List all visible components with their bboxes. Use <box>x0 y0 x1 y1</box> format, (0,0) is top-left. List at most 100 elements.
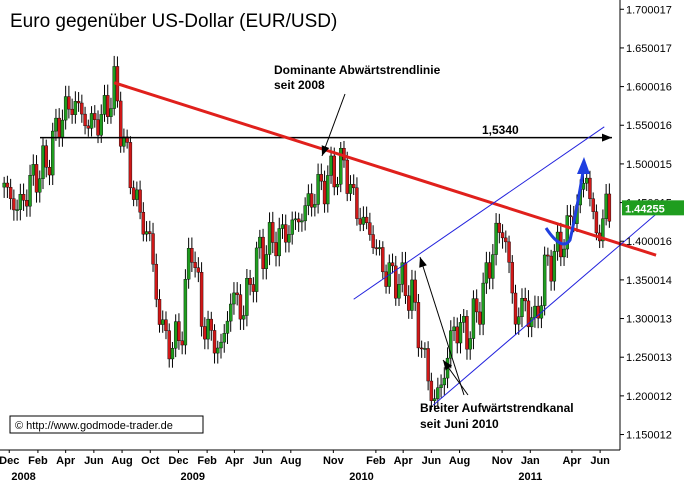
x-tick-label-11: Nov <box>323 455 345 467</box>
candle-body <box>31 164 35 176</box>
candle-body <box>591 198 595 212</box>
annotation-channel-line1: Breiter Aufwärtstrendkanal <box>420 401 574 415</box>
candle-body <box>585 177 589 184</box>
candle-body <box>322 180 327 205</box>
candle-body <box>222 333 226 343</box>
candle-body <box>261 236 265 269</box>
candle-body <box>377 247 382 250</box>
candle-body <box>481 282 485 325</box>
candle-body <box>400 262 404 285</box>
candle-body <box>284 224 288 243</box>
x-tick-label-14: Jun <box>422 455 442 467</box>
candle-body <box>478 311 482 325</box>
projection-curve <box>544 171 585 246</box>
candle-body <box>128 142 133 189</box>
candle-body <box>504 237 508 243</box>
candle-body <box>300 220 304 223</box>
candle-body <box>439 384 443 388</box>
candle-body <box>28 175 32 207</box>
candle-body <box>89 113 94 129</box>
candle-body <box>384 271 388 287</box>
candle-body <box>141 211 146 235</box>
candle-body <box>21 194 26 201</box>
candle-body <box>131 187 136 200</box>
candle-body <box>287 234 291 243</box>
candle-body <box>355 187 359 219</box>
candle-body <box>63 96 68 121</box>
y-tick-label-0: 1.700017 <box>626 4 672 16</box>
y-tick-label-6: 1.400016 <box>626 236 672 248</box>
candle-body <box>468 338 472 350</box>
candle-body <box>390 262 395 267</box>
candle-body <box>316 174 320 205</box>
x-tick-label-7: Feb <box>197 455 217 467</box>
candle-body <box>601 218 605 242</box>
candle-body <box>549 255 553 282</box>
candle-body <box>588 177 592 199</box>
last-price-box <box>622 200 684 216</box>
x-year-label-0: 2008 <box>11 471 35 483</box>
x-tick-label-0: Dec <box>0 455 19 467</box>
candle-body <box>442 377 447 386</box>
candle-body <box>274 242 278 257</box>
candle-body <box>500 232 505 239</box>
candle-body <box>203 326 207 340</box>
candle-body <box>144 231 149 235</box>
x-tick-label-17: Jan <box>521 455 540 467</box>
candle-body <box>455 326 459 344</box>
downtrend-line <box>113 81 657 257</box>
annotation-channel-line2: seit Juni 2010 <box>420 417 499 431</box>
candle-body <box>517 316 521 325</box>
candle-body <box>507 241 511 263</box>
candle-body <box>25 200 29 207</box>
candle-body <box>44 145 48 168</box>
chart-overlays <box>40 81 657 406</box>
candle-body <box>487 262 492 279</box>
annotation-downtrend: Dominante Abwärtstrendlinie seit 2008 <box>274 63 441 92</box>
projection-arrowhead <box>577 157 590 174</box>
candle-body <box>293 218 298 221</box>
candle-body <box>319 174 324 182</box>
candle-body <box>93 113 97 120</box>
candle-body <box>51 130 55 176</box>
candle-body <box>491 254 495 279</box>
candle-body <box>60 119 65 138</box>
channel-upper-line <box>353 126 605 300</box>
candle-body <box>526 300 531 328</box>
candle-body <box>335 184 340 188</box>
candle-body <box>452 326 456 331</box>
x-tick-label-18: Apr <box>562 455 582 467</box>
candle-body <box>206 318 210 340</box>
candle-body <box>471 298 476 339</box>
candle-body <box>70 108 74 115</box>
candle-body <box>229 303 233 322</box>
candle-body <box>429 380 434 401</box>
candle-body <box>8 186 13 199</box>
candle-body <box>458 322 463 344</box>
candle-body <box>381 247 385 273</box>
copyright-frame <box>9 415 204 434</box>
candle-body <box>432 398 437 401</box>
candle-body <box>225 320 230 334</box>
candle-body <box>280 224 285 229</box>
annotation-channel: Breiter Aufwärtstrendkanal seit Juni 201… <box>420 401 574 431</box>
candle-body <box>57 117 61 138</box>
candle-body <box>568 215 573 217</box>
candle-body <box>34 164 39 193</box>
candle-body <box>594 211 599 234</box>
x-tick-label-1: Feb <box>28 455 48 467</box>
candle-body <box>180 340 184 346</box>
y-tick-label-3: 1.550016 <box>626 120 672 132</box>
candle-body <box>410 279 414 311</box>
candle-body <box>18 194 23 210</box>
candle-body <box>245 278 249 316</box>
candle-body <box>209 318 213 331</box>
y-tick-label-8: 1.300013 <box>626 314 672 326</box>
candle-body <box>277 228 281 257</box>
annotation-downtrend-line1: Dominante Abwärtstrendlinie <box>274 63 441 77</box>
x-axis-ticks: Dec Feb Apr Jun Aug Oct Dec Feb Apr Jun Aug Nov Feb A… <box>0 450 610 483</box>
candle-body <box>542 254 547 306</box>
y-tick-label-7: 1.350014 <box>626 275 672 287</box>
candle-body <box>177 321 181 341</box>
candle-body <box>112 66 116 109</box>
